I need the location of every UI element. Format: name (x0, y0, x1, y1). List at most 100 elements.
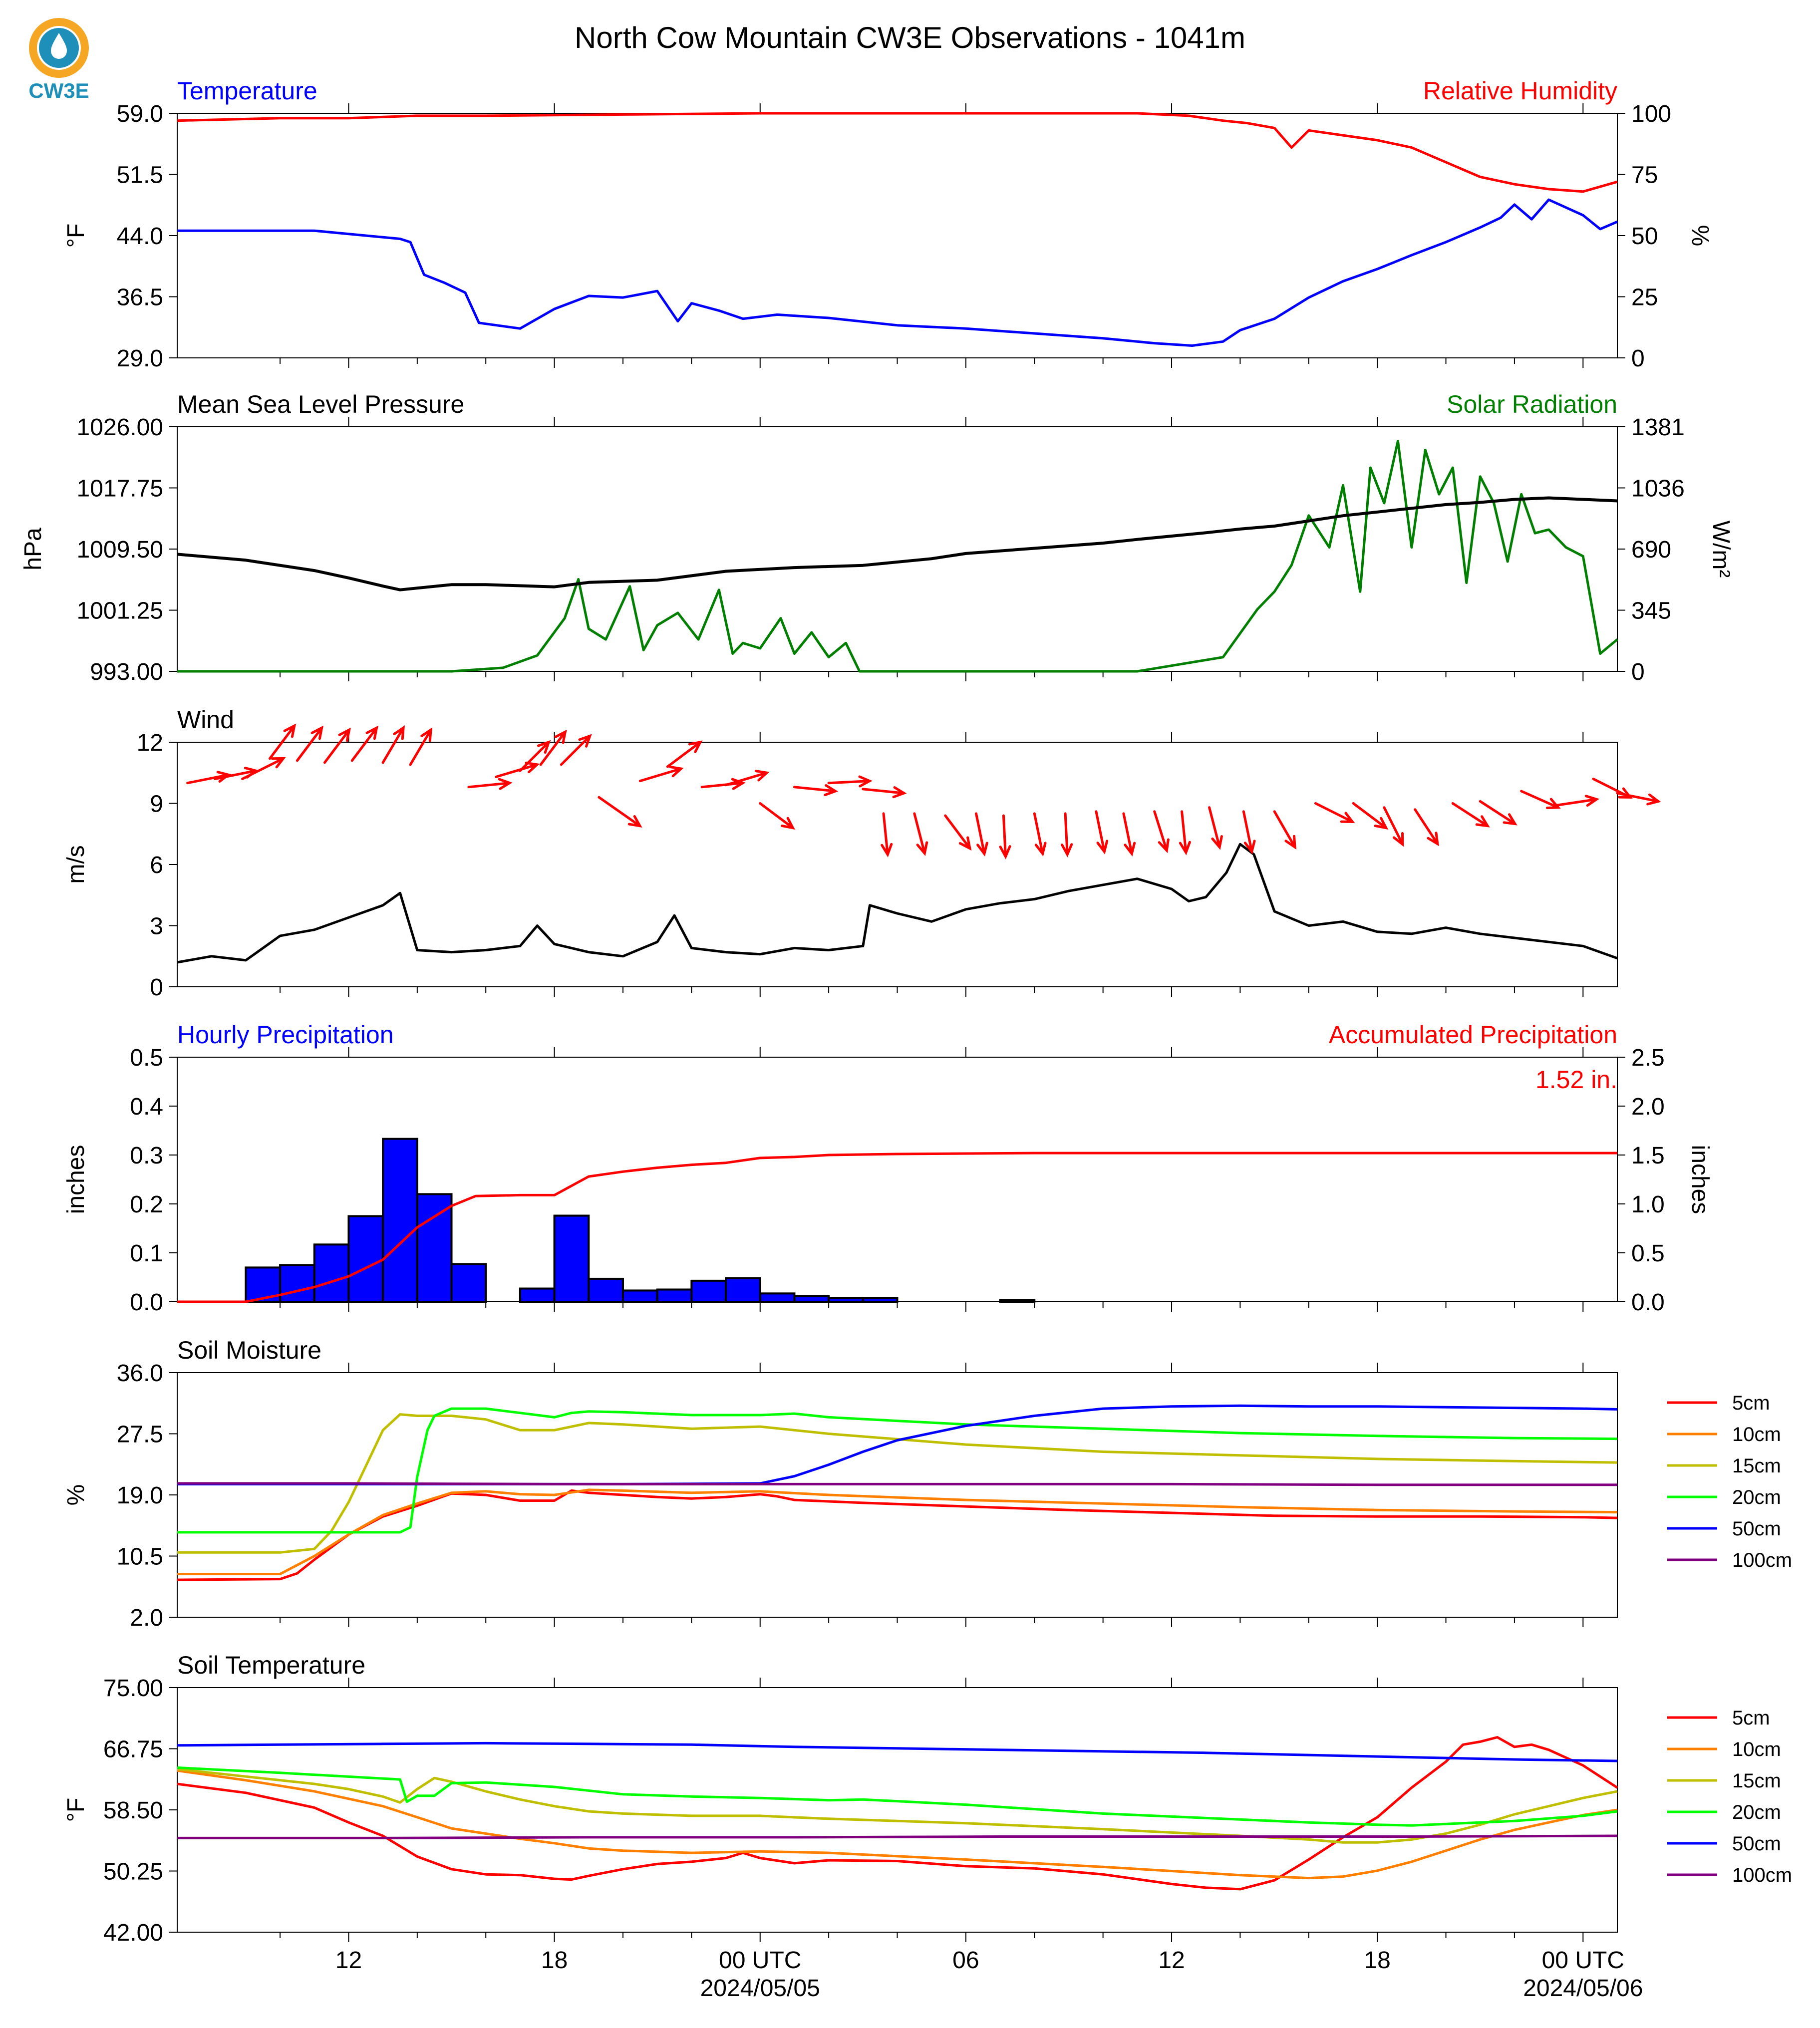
y2-tick-label: 0 (1631, 345, 1645, 372)
legend-label: 100cm (1732, 1864, 1792, 1886)
logo-drop-icon (51, 33, 67, 59)
wind-arrow (519, 740, 551, 772)
y-tick-label: 50.25 (103, 1859, 163, 1885)
soil-soil_temperature-15cm-line (177, 1767, 1618, 1844)
wind-arrow (495, 761, 540, 778)
panel-title-left: Soil Moisture (177, 1336, 321, 1364)
y-tick-label: 1009.50 (76, 537, 163, 563)
panel-title-right: Solar Radiation (1447, 390, 1617, 418)
wind-arrow (1122, 812, 1136, 857)
y2-tick-label: 1.5 (1631, 1143, 1665, 1169)
wind-arrow (467, 778, 513, 790)
wind-arrow (1242, 810, 1256, 855)
hourly-precip-bar (828, 1297, 864, 1303)
y2-tick-label: 1036 (1631, 476, 1685, 502)
wind-arrow (560, 734, 592, 766)
y2-tick-label: 0.0 (1631, 1289, 1665, 1316)
hourly-precip-bar (690, 1279, 727, 1303)
wind-arrow (381, 725, 405, 764)
y-tick-label: 0.0 (130, 1289, 163, 1316)
wind-arrow (1061, 812, 1073, 858)
wind-arrow (1314, 802, 1355, 823)
wind-arrow (598, 796, 642, 828)
hourly-precip-bar (862, 1297, 899, 1303)
wind-arrow (881, 812, 893, 858)
wind-arrow (296, 725, 324, 762)
legend-label: 10cm (1732, 1424, 1781, 1446)
panel-title-left: Hourly Precipitation (177, 1021, 394, 1049)
y-tick-label: 0.3 (130, 1143, 163, 1169)
wind-arrow (1616, 792, 1661, 806)
wind-arrow (793, 784, 839, 797)
y2-axis-label: % (1687, 225, 1713, 247)
wind-arrow (1095, 810, 1109, 855)
soil-soil_temperature-5cm-line (177, 1736, 1618, 1891)
hourly-precip-bar (621, 1289, 658, 1303)
wind-arrow (1273, 810, 1296, 850)
wind-arrow (1033, 812, 1047, 857)
wind-arrow (323, 727, 351, 764)
wind-arrow (269, 723, 297, 760)
wind-arrow (1179, 810, 1191, 856)
hourly-precip-bar (519, 1287, 556, 1303)
legend-label: 100cm (1732, 1549, 1792, 1571)
y-tick-label: 1001.25 (76, 598, 163, 624)
y-axis-label: m/s (63, 845, 89, 883)
wind-arrow (1352, 802, 1389, 830)
y-axis-label: % (63, 1484, 89, 1506)
legend-label: 15cm (1732, 1770, 1781, 1792)
x-tick-label: 12 (335, 1947, 362, 1974)
legend-label: 5cm (1732, 1392, 1770, 1414)
y-tick-label: 29.0 (117, 345, 163, 372)
y2-tick-label: 0.5 (1631, 1240, 1665, 1267)
y-tick-label: 66.75 (103, 1737, 163, 1763)
x-tick-label: 00 UTC (719, 1947, 801, 1974)
wind-panel: Wind 0 3 6 9 12 m/s (63, 706, 1661, 1001)
panel-title-right: Accumulated Precipitation (1329, 1021, 1617, 1049)
x-tick-label: 18 (1364, 1947, 1390, 1974)
soil-soil_temperature-50cm-line (177, 1741, 1618, 1762)
wind-arrow (539, 729, 567, 766)
panel-title-left: Mean Sea Level Pressure (177, 390, 464, 418)
y-tick-label: 0.4 (130, 1094, 163, 1120)
soil-soil_moisture-100cm-line (177, 1482, 1617, 1486)
y2-axis-label: inches (1687, 1145, 1713, 1214)
precip-panel: Hourly Precipitation Accumulated Precipit… (63, 1021, 1713, 1316)
y2-tick-label: 100 (1631, 101, 1671, 127)
y-tick-label: 59.0 (117, 101, 163, 127)
temperature-panel: Temperature Relative Humidity 29.0 36.5 44.0… (63, 77, 1713, 372)
y-tick-label: 2.0 (130, 1605, 163, 1631)
y-tick-label: 6 (150, 852, 163, 878)
hourly-precip-bar (382, 1138, 418, 1303)
y-tick-label: 51.5 (117, 162, 163, 189)
wind-arrow (944, 814, 972, 851)
hourly-precip-bar (553, 1214, 590, 1303)
soil-soil_temperature-20cm-line (177, 1766, 1618, 1827)
panel-title-left: Wind (177, 706, 234, 734)
y-tick-label: 0.5 (130, 1045, 163, 1071)
y-axis-label: inches (63, 1145, 89, 1214)
y-tick-label: 58.50 (103, 1797, 163, 1824)
y-tick-label: 1026.00 (76, 414, 163, 441)
hourly-precip-bar (725, 1277, 761, 1303)
wind-arrow (1414, 808, 1439, 847)
soil-soil_temperature-100cm-line (177, 1834, 1618, 1839)
y2-tick-label: 50 (1631, 223, 1658, 250)
soil_temperature-panel: Soil Temperature 42.00 50.25 58.50 66.75 75.0… (63, 1651, 1792, 1946)
wind-arrow (186, 771, 232, 785)
wind-arrow (638, 766, 684, 783)
accumulated-precip-line (177, 1152, 1617, 1303)
temperature-line (177, 198, 1618, 347)
y-tick-label: 19.0 (117, 1482, 163, 1509)
legend-label: 50cm (1732, 1518, 1781, 1540)
y-tick-label: 993.00 (90, 659, 163, 685)
wind-arrow (862, 786, 907, 799)
y-tick-label: 0.1 (130, 1240, 163, 1267)
soil-soil_moisture-20cm-line (177, 1407, 1618, 1534)
y-axis-label: °F (63, 1798, 89, 1822)
wind-arrow (827, 775, 873, 788)
wind-arrow (1208, 806, 1223, 850)
panel-title-left: Soil Temperature (177, 1651, 365, 1679)
y-tick-label: 27.5 (117, 1422, 163, 1448)
